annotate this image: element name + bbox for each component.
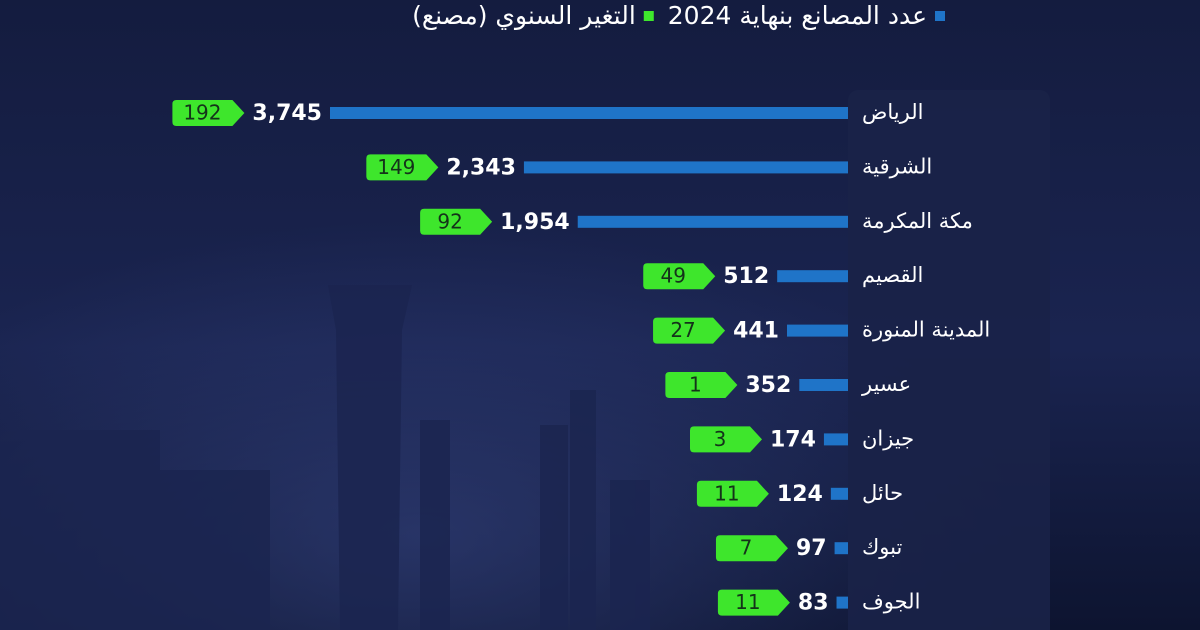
change-tag: [665, 372, 738, 398]
change-label: 49: [661, 264, 686, 288]
change-label: 3: [714, 427, 727, 451]
bar: [834, 542, 848, 555]
category-label: الشرقية: [862, 154, 932, 178]
change-tag: [653, 317, 726, 344]
value-label: 174: [770, 427, 816, 452]
category-label: عسير: [861, 372, 911, 396]
change-tag: [366, 154, 439, 181]
category-label: القصيم: [862, 263, 923, 288]
category-label: تبوك: [862, 535, 902, 559]
change-label: 1: [689, 373, 702, 397]
change-label: 27: [670, 318, 695, 342]
value-label: 441: [733, 319, 779, 344]
bar: [777, 270, 848, 283]
value-label: 97: [796, 536, 827, 561]
change-tag: [717, 589, 790, 616]
change-tag: [696, 480, 769, 507]
category-label: الجوف: [862, 590, 920, 614]
value-label: 83: [798, 591, 829, 616]
change-label: 11: [735, 590, 760, 614]
change-label: 92: [437, 209, 462, 233]
bar: [830, 487, 848, 500]
value-label: 352: [745, 373, 791, 398]
bar: [577, 215, 848, 228]
change-tag: [715, 535, 788, 562]
change-label: 7: [740, 536, 753, 560]
category-label: الرياض: [862, 100, 923, 124]
category-label: مكة المكرمة: [862, 209, 973, 233]
bar: [799, 379, 848, 391]
legend-swatch: [935, 11, 945, 21]
value-label: 3,745: [252, 101, 322, 126]
legend-swatch: [643, 11, 654, 21]
change-tag: [643, 263, 716, 290]
bar: [523, 161, 848, 174]
category-label: حائل: [862, 481, 903, 505]
bar: [787, 324, 848, 337]
value-label: 1,954: [500, 210, 570, 235]
change-tag: [172, 100, 245, 126]
change-tag: [689, 426, 762, 453]
skyline: [0, 285, 650, 630]
change-label: 149: [377, 155, 415, 179]
legend-label: عدد المصانع بنهاية 2024: [668, 1, 927, 31]
bar: [330, 107, 848, 119]
bar: [823, 433, 848, 446]
category-panel: [848, 90, 1050, 630]
category-label: المدينة المنورة: [862, 318, 990, 342]
change-tag: [420, 208, 493, 235]
category-label: جيزان: [862, 426, 914, 450]
legend-label: التغير السنوي (مصنع): [412, 1, 636, 31]
change-label: 11: [714, 481, 739, 505]
value-label: 124: [777, 482, 823, 507]
value-label: 2,343: [446, 155, 516, 180]
bar: [836, 596, 848, 609]
value-label: 512: [723, 264, 769, 289]
change-label: 192: [183, 101, 221, 125]
